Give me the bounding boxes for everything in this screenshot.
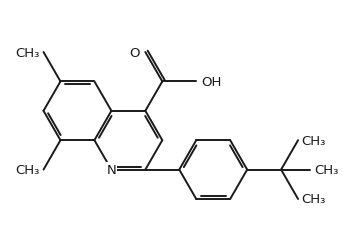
Text: CH₃: CH₃ bbox=[302, 134, 326, 147]
Text: CH₃: CH₃ bbox=[302, 193, 326, 206]
Text: CH₃: CH₃ bbox=[314, 164, 338, 176]
Text: O: O bbox=[130, 46, 140, 59]
Text: CH₃: CH₃ bbox=[16, 46, 40, 59]
Text: CH₃: CH₃ bbox=[16, 164, 40, 176]
Text: OH: OH bbox=[201, 76, 222, 88]
Text: N: N bbox=[107, 164, 116, 176]
